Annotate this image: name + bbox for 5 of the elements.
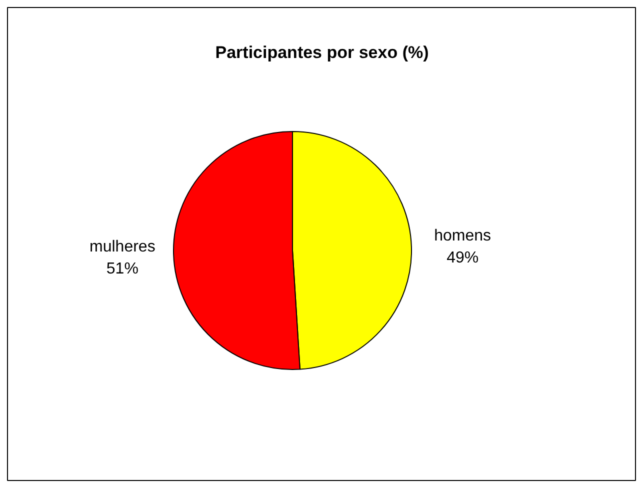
- data-label: 51%: [106, 260, 138, 278]
- slice-label: mulheres: [90, 238, 156, 256]
- slice-label: homens: [434, 228, 492, 245]
- data-label: 49%: [446, 250, 479, 267]
- chart-title: Participantes por sexo (%): [215, 43, 429, 62]
